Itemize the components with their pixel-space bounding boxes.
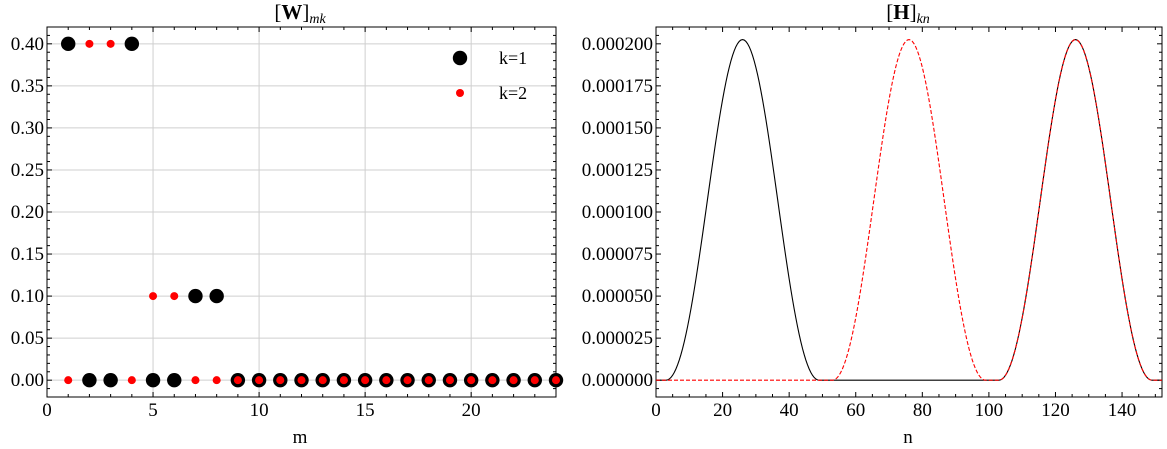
left-x-axis-label: m [293, 427, 308, 448]
right-line-k2 [656, 39, 1162, 381]
right-x-axis-label: n [903, 427, 913, 448]
left-x-tick-label: 20 [462, 400, 481, 421]
right-y-tick-label: 0.000175 [582, 76, 653, 97]
right-y-tick-label: 0.000050 [582, 286, 653, 307]
legend-marker-k1 [452, 50, 468, 66]
left-y-tick-label: 0.20 [11, 202, 44, 223]
left-point-k1 [167, 372, 182, 388]
left-x-tick-label: 5 [148, 400, 158, 421]
left-point-k2 [509, 376, 518, 385]
left-point-k2 [233, 376, 242, 385]
left-point-k2 [212, 376, 221, 385]
left-point-k2 [276, 376, 285, 385]
right-y-tick-label: 0.000000 [582, 370, 653, 391]
left-point-k1 [124, 36, 140, 52]
legend-label-k1: k=1 [499, 48, 527, 68]
legend-label-k2: k=2 [499, 83, 527, 103]
right-y-tick-label: 0.000200 [582, 34, 653, 55]
right-y-tick-label: 0.000100 [582, 202, 653, 223]
left-y-tick-label: 0.30 [11, 118, 44, 139]
right-line-k1 [656, 39, 1162, 381]
left-point-k2 [488, 376, 497, 385]
left-point-k2 [382, 376, 391, 385]
right-y-tick-label: 0.000075 [582, 244, 653, 265]
legend-marker-k2 [456, 89, 464, 97]
left-point-k2 [530, 376, 539, 385]
right-x-tick-label: 80 [913, 400, 932, 421]
right-plot-area: 0 20 40 60 80 100 120 140 0.000000 0.000025 0.0000… [582, 26, 1163, 421]
left-point-k2 [85, 39, 94, 48]
left-y-tick-label: 0.15 [11, 244, 44, 265]
left-point-k2 [403, 376, 412, 385]
left-chart-title: [W]mk [274, 0, 326, 27]
right-x-tick-label: 40 [780, 400, 799, 421]
right-chart-title: [H]kn [886, 0, 930, 27]
right-x-tick-label: 60 [846, 400, 865, 421]
left-point-k1 [103, 372, 118, 388]
left-point-k2 [149, 292, 158, 301]
right-x-tick-label: 0 [651, 400, 661, 421]
right-y-tick-label: 0.000150 [582, 118, 653, 139]
left-point-k2 [552, 376, 560, 385]
right-y-tick-label: 0.000125 [582, 160, 653, 181]
left-point-k2 [255, 376, 264, 385]
left-point-k1 [82, 372, 97, 388]
left-y-tick-label: 0.10 [11, 286, 44, 307]
left-plot-area: 0 5 10 15 20 0.00 0.05 0.10 0.15 0.20 0.25 0.30 0.35… [11, 26, 564, 421]
left-point-k2 [191, 376, 200, 385]
left-y-tick-label: 0.35 [11, 76, 44, 97]
left-point-k2 [64, 376, 73, 385]
left-point-k1 [209, 288, 224, 304]
left-point-k2 [339, 376, 348, 385]
right-y-tick-label: 0.000025 [582, 328, 653, 349]
left-point-k2 [467, 376, 476, 385]
left-point-k2 [170, 292, 179, 301]
left-point-k2 [445, 376, 454, 385]
left-point-k2 [106, 39, 115, 48]
left-y-tick-label: 0.40 [11, 34, 44, 55]
left-x-tick-label: 15 [356, 400, 375, 421]
left-point-k1 [61, 36, 76, 52]
left-y-tick-label: 0.00 [11, 370, 44, 391]
right-x-tick-label: 120 [1041, 400, 1070, 421]
right-plot-frame [655, 26, 1163, 398]
left-point-k2 [424, 376, 433, 385]
left-y-tick-label: 0.25 [11, 160, 44, 181]
left-point-k2 [361, 376, 370, 385]
right-x-tick-label: 20 [713, 400, 732, 421]
left-point-k2 [318, 376, 327, 385]
left-point-k1 [188, 288, 203, 304]
right-x-tick-label: 140 [1108, 400, 1137, 421]
left-point-k2 [127, 376, 136, 385]
left-point-k1 [145, 372, 161, 388]
left-x-tick-label: 10 [250, 400, 269, 421]
right-x-tick-label: 100 [975, 400, 1004, 421]
left-point-k2 [297, 376, 306, 385]
left-y-tick-label: 0.05 [11, 328, 44, 349]
left-x-tick-label: 0 [42, 400, 52, 421]
